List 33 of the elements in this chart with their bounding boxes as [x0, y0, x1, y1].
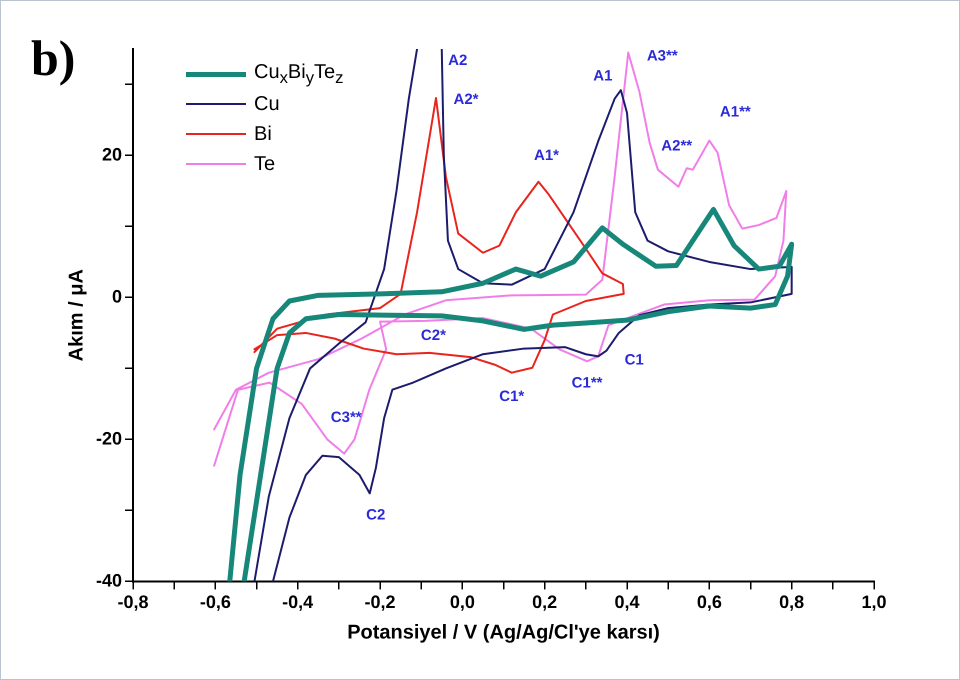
- annotation: A1**: [720, 104, 751, 121]
- x-tick-label: 0,4: [614, 592, 640, 612]
- x-tick-label: -0,2: [364, 592, 396, 612]
- annotation: A3**: [646, 48, 678, 65]
- annotation: A2: [448, 52, 468, 70]
- legend-label: Cu: [254, 92, 280, 116]
- y-tick-label: -40: [96, 570, 122, 590]
- annotation: A2**: [661, 137, 692, 154]
- annotation: A1: [593, 67, 612, 84]
- y-tick-label: -20: [96, 428, 122, 448]
- x-tick-label: -0,6: [200, 592, 231, 612]
- annotation: A2*: [453, 91, 479, 108]
- annotation: C1: [624, 352, 644, 369]
- x-tick-label: 0,8: [779, 592, 804, 612]
- x-tick-label: -0,8: [118, 592, 149, 612]
- x-tick-label: -0,4: [282, 592, 314, 612]
- annotation: C1*: [499, 388, 524, 405]
- annotation: C2*: [420, 326, 446, 344]
- text: b): [31, 29, 76, 87]
- y-tick-label: 0: [112, 286, 122, 306]
- legend-label: Bi: [254, 122, 272, 146]
- x-tick-label: 0,2: [532, 592, 558, 612]
- x-tick-label: 1,0: [861, 592, 887, 612]
- x-tick-label: 0,0: [450, 592, 475, 612]
- y-tick-label: 20: [102, 144, 122, 164]
- annotation: A1*: [534, 146, 560, 164]
- annotation: C1**: [572, 374, 603, 392]
- annotation: C2: [366, 506, 386, 524]
- legend-label: Te: [254, 152, 276, 176]
- x-axis-title: Potansiyel / V (Ag/Ag/Cl'ye karsı): [347, 622, 660, 644]
- x-tick-label: 0,6: [696, 592, 722, 612]
- y-axis-title: Akım / μA: [66, 269, 88, 362]
- legend-label: Cu$_{x}$Bi$_{y}$Te$_{z}$: [254, 60, 344, 88]
